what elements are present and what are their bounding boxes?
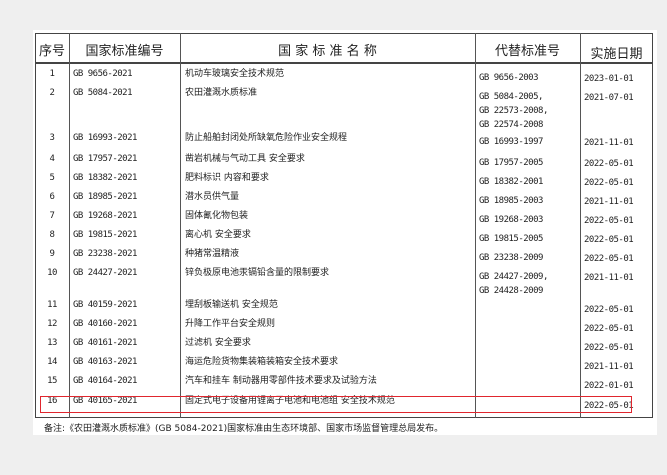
row-name: 凿岩机械与气动工具 安全要求 [185,154,305,164]
row-name: 汽车和挂车 制动器用零部件技术要求及试验方法 [185,376,377,386]
highlight-box [40,396,632,413]
row-name: 海运危险货物集装箱装箱安全技术要求 [185,357,339,367]
row-code: GB 40163-2021 [73,357,137,367]
row-code: GB 19815-2021 [73,230,137,240]
row-date: 2022-05-01 [584,159,634,169]
row-replaces: GB 24428-2009 [479,286,543,296]
footnote: 备注:《农田灌溉水质标准》(GB 5084-2021)国家标准由生态环境部、国家… [44,424,444,434]
row-date: 2022-01-01 [584,381,634,391]
row-replaces: GB 22574-2008 [479,120,543,130]
row-replaces: GB 23238-2009 [479,253,543,263]
row-name: 防止船舶封闭处所缺氧危险作业安全规程 [185,133,348,143]
row-date: 2022-05-01 [584,254,634,264]
row-date: 2021-11-01 [584,273,634,283]
row-seq: 12 [47,319,57,329]
row-replaces: GB 19815-2005 [479,234,543,244]
row-seq: 1 [49,69,55,79]
row-seq: 15 [47,376,57,386]
row-name: 锌负极原电池汞镉铅含量的限制要求 [185,268,330,278]
row-date: 2022-05-01 [584,324,634,334]
row-code: GB 19268-2021 [73,211,137,221]
row-date: 2022-05-01 [584,305,634,315]
row-date: 2022-05-01 [584,401,634,411]
row-seq: 3 [49,133,55,143]
row-seq: 16 [47,396,57,406]
document-page [33,30,657,435]
row-seq: 7 [49,211,55,221]
header-seq: 序号 [38,44,65,59]
header-name: 国 家 标 准 名 称 [278,44,377,59]
row-replaces: GB 18382-2001 [479,177,543,187]
row-name: 埋刮板输送机 安全规范 [185,300,278,310]
row-date: 2022-05-01 [584,216,634,226]
row-replaces: GB 16993-1997 [479,137,543,147]
row-date: 2021-11-01 [584,362,634,372]
row-name: 肥料标识 内容和要求 [185,173,269,183]
row-code: GB 16993-2021 [73,133,137,143]
row-name: 机动车玻璃安全技术规范 [185,69,285,79]
row-seq: 9 [49,249,55,259]
row-name: 离心机 安全要求 [185,230,251,240]
header-divider [35,62,653,64]
standards-table [35,33,653,418]
row-name: 固定式电子设备用锂离子电池和电池组 安全技术规范 [185,396,395,406]
row-code: GB 5084-2021 [73,88,133,98]
row-date: 2023-01-01 [584,74,634,84]
row-replaces: GB 22573-2008, [479,106,548,116]
row-code: GB 24427-2021 [73,268,137,278]
row-date: 2022-05-01 [584,178,634,188]
row-seq: 2 [49,88,55,98]
row-date: 2021-11-01 [584,197,634,207]
row-replaces: GB 18985-2003 [479,196,543,206]
row-seq: 10 [47,268,57,278]
row-code: GB 23238-2021 [73,249,137,259]
row-date: 2021-11-01 [584,138,634,148]
row-code: GB 18382-2021 [73,173,137,183]
row-code: GB 40160-2021 [73,319,137,329]
row-name: 潜水员供气量 [185,192,240,202]
row-date: 2021-07-01 [584,93,634,103]
row-code: GB 17957-2021 [73,154,137,164]
row-code: GB 9656-2021 [73,69,133,79]
row-seq: 11 [47,300,57,310]
row-code: GB 40165-2021 [73,396,137,406]
header-code: 国家标准编号 [85,44,164,59]
row-name: 种猪常温精液 [185,249,240,259]
row-name: 农田灌溉水质标准 [185,88,258,98]
row-code: GB 40164-2021 [73,376,137,386]
row-seq: 13 [47,338,57,348]
row-seq: 4 [49,154,55,164]
row-date: 2022-05-01 [584,235,634,245]
header-replaces: 代替标准号 [494,44,560,59]
row-seq: 8 [49,230,55,240]
column-divider [580,33,581,418]
row-code: GB 40159-2021 [73,300,137,310]
row-name: 固体氰化物包装 [185,211,249,221]
header-date: 实施日期 [590,47,643,62]
row-replaces: GB 24427-2009, [479,272,548,282]
row-seq: 14 [47,357,57,367]
row-replaces: GB 17957-2005 [479,158,543,168]
row-replaces: GB 19268-2003 [479,215,543,225]
row-code: GB 18985-2021 [73,192,137,202]
row-replaces: GB 9656-2003 [479,73,539,83]
row-seq: 5 [49,173,55,183]
row-name: 升降工作平台安全规则 [185,319,276,329]
row-code: GB 40161-2021 [73,338,137,348]
column-divider [475,33,476,418]
row-seq: 6 [49,192,55,202]
column-divider [69,33,70,418]
row-replaces: GB 5084-2005, [479,92,543,102]
column-divider [180,33,181,418]
row-date: 2022-05-01 [584,343,634,353]
row-name: 过滤机 安全要求 [185,338,251,348]
